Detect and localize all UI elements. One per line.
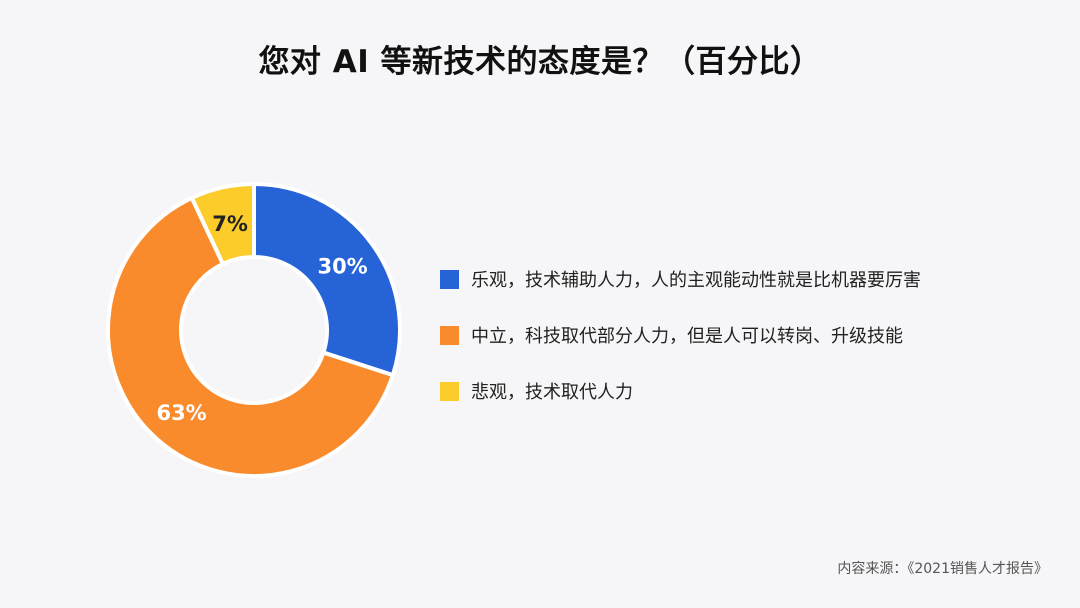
legend-swatch-optimistic bbox=[440, 269, 459, 289]
legend-label-optimistic: 乐观，技术辅助人力，人的主观能动性就是比机器要厉害 bbox=[471, 270, 921, 291]
donut-slice-neutral bbox=[106, 195, 395, 478]
source-note: 内容来源：《2021销售人才报告》 bbox=[837, 561, 1048, 577]
slice-label-optimistic: 30% bbox=[317, 255, 367, 279]
legend-item-optimistic: 乐观，技术辅助人力，人的主观能动性就是比机器要厉害 bbox=[440, 262, 921, 296]
slice-label-pessimistic: 7% bbox=[212, 212, 248, 236]
chart-legend: 乐观，技术辅助人力，人的主观能动性就是比机器要厉害 中立，科技取代部分人力，但是… bbox=[440, 262, 921, 430]
legend-item-neutral: 中立，科技取代部分人力，但是人可以转岗、升级技能 bbox=[440, 318, 921, 352]
legend-label-neutral: 中立，科技取代部分人力，但是人可以转岗、升级技能 bbox=[471, 326, 903, 347]
donut-slice-pessimistic bbox=[189, 182, 256, 266]
legend-label-pessimistic: 悲观，技术取代人力 bbox=[471, 382, 633, 403]
donut-slice-optimistic bbox=[252, 182, 402, 378]
legend-swatch-neutral bbox=[440, 325, 459, 345]
legend-item-pessimistic: 悲观，技术取代人力 bbox=[440, 374, 921, 408]
slice-label-neutral: 63% bbox=[156, 401, 206, 425]
legend-swatch-pessimistic bbox=[440, 381, 459, 401]
chart-title: 您对 AI 等新技术的态度是？（百分比） bbox=[258, 44, 822, 80]
